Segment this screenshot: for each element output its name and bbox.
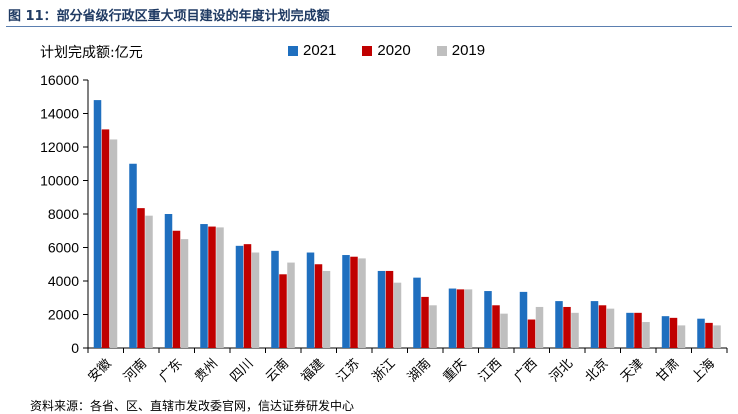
legend-swatch-2019 <box>436 45 447 56</box>
legend-swatch-2020 <box>362 45 373 56</box>
bar-2020-贵州 <box>208 226 216 348</box>
legend-label-2019: 2019 <box>451 42 486 59</box>
x-category-label: 四川 <box>228 356 257 385</box>
bar-2020-重庆 <box>456 289 465 348</box>
bar-2020-北京 <box>598 305 607 348</box>
bar-2020-四川 <box>243 244 252 348</box>
x-category-label: 福建 <box>299 356 328 385</box>
bar-2020-云南 <box>279 274 287 348</box>
x-category-label: 湖南 <box>404 356 434 386</box>
x-category-label: 北京 <box>583 356 612 385</box>
x-category-label: 广东 <box>157 356 186 385</box>
legend-label-2020: 2020 <box>377 42 411 59</box>
bar-2020-上海 <box>705 322 713 348</box>
bar-2021-湖南 <box>413 277 421 348</box>
y-tick-label: 14000 <box>40 106 79 122</box>
bar-2021-广东 <box>164 214 173 348</box>
bar-2019-河南 <box>145 215 153 348</box>
x-category-label: 安徽 <box>86 356 115 385</box>
bar-2020-浙江 <box>385 270 394 348</box>
bar-2021-北京 <box>590 301 599 348</box>
chart-title: 图 11：部分省级行政区重大项目建设的年度计划完成额 <box>8 9 330 24</box>
bar-2021-云南 <box>271 250 279 348</box>
x-category-label: 广西 <box>512 356 541 385</box>
legend-label-2021: 2021 <box>303 42 337 59</box>
y-tick-label: 8000 <box>48 206 79 222</box>
bar-2021-广西 <box>519 291 528 348</box>
source-note: 资料来源：各省、区、直辖市发改委官网，信达证券研发中心 <box>30 399 355 413</box>
bar-2019-河北 <box>571 312 579 348</box>
bar-2019-浙江 <box>393 282 402 348</box>
x-category-label: 甘肃 <box>654 356 683 385</box>
y-tick-label: 4000 <box>48 273 79 289</box>
legend: 2021 2020 2019 <box>288 42 485 59</box>
bar-2021-河南 <box>129 163 137 348</box>
bar-2019-广西 <box>535 306 544 348</box>
bar-2019-广东 <box>180 239 189 348</box>
bar-2021-重庆 <box>448 288 457 348</box>
x-category-label: 河北 <box>547 356 576 385</box>
bar-2020-湖南 <box>421 296 429 348</box>
bar-2020-安徽 <box>101 129 110 348</box>
x-category-label: 江苏 <box>333 356 363 386</box>
bar-2019-江西 <box>500 313 508 348</box>
legend-item-2020: 2020 <box>362 42 411 59</box>
bar-2021-甘肃 <box>661 316 670 348</box>
bar-2020-江苏 <box>350 256 358 348</box>
bar-2021-福建 <box>306 252 315 348</box>
title-underline <box>6 26 732 27</box>
bar-2019-湖南 <box>429 305 437 348</box>
y-tick-label: 12000 <box>40 139 79 155</box>
bar-2021-安徽 <box>93 100 102 348</box>
bar-2019-安徽 <box>109 139 118 348</box>
bar-2021-四川 <box>235 245 244 348</box>
bar-2019-福建 <box>322 270 331 348</box>
legend-item-2019: 2019 <box>436 42 486 59</box>
y-axis-label: 计划完成额:亿元 <box>40 45 143 61</box>
bar-2019-云南 <box>287 262 295 348</box>
x-category-label: 浙江 <box>370 356 399 385</box>
x-category-label: 云南 <box>262 356 292 386</box>
y-tick-label: 2000 <box>48 307 79 323</box>
bar-2020-江西 <box>492 305 500 348</box>
x-category-label: 江西 <box>476 356 505 385</box>
x-category-label: 河南 <box>120 356 150 386</box>
bar-2020-广西 <box>527 319 536 348</box>
bar-2021-天津 <box>626 312 634 348</box>
bar-2019-上海 <box>713 325 721 348</box>
bar-2021-浙江 <box>377 270 386 348</box>
y-tick-label: 0 <box>71 340 79 356</box>
bar-2020-河南 <box>137 208 145 348</box>
bar-2019-甘肃 <box>677 325 686 348</box>
bar-2020-甘肃 <box>669 317 678 348</box>
legend-swatch-2021 <box>288 45 298 56</box>
bar-2019-天津 <box>642 322 650 348</box>
bar-2021-上海 <box>697 318 705 348</box>
bar-2020-河北 <box>563 306 571 348</box>
bar-2020-天津 <box>634 312 642 348</box>
bar-2021-河北 <box>555 301 563 348</box>
y-tick-label: 6000 <box>48 240 79 256</box>
x-category-label: 上海 <box>689 356 718 385</box>
bar-2019-北京 <box>606 308 615 348</box>
bar-2020-福建 <box>314 264 323 348</box>
bar-2021-江西 <box>484 291 492 348</box>
x-category-label: 贵州 <box>192 356 221 385</box>
bar-2021-江苏 <box>342 255 350 348</box>
x-category-label: 天津 <box>618 356 647 385</box>
bar-2021-贵州 <box>200 224 208 348</box>
bar-2019-贵州 <box>216 227 224 348</box>
bar-2019-江苏 <box>358 258 366 348</box>
y-tick-label: 10000 <box>40 173 79 189</box>
bar-2019-四川 <box>251 252 260 348</box>
bar-2020-广东 <box>172 230 181 348</box>
legend-item-2021: 2021 <box>288 42 336 59</box>
x-category-label: 重庆 <box>440 356 470 386</box>
bar-2019-重庆 <box>464 289 473 348</box>
y-tick-label: 16000 <box>40 72 79 88</box>
